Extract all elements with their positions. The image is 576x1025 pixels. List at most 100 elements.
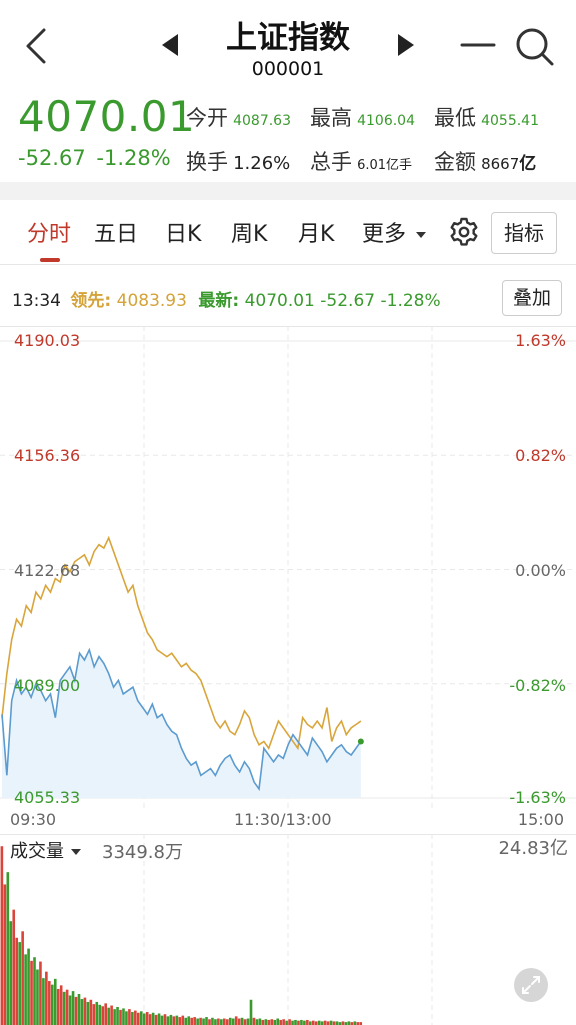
info-lead-value: 4083.93 [116, 291, 187, 311]
tab-monthly-k[interactable]: 月K [298, 222, 335, 247]
volume-bar [110, 1005, 113, 1025]
volume-bar [276, 1018, 280, 1025]
page-title: 上证指数 [226, 20, 350, 56]
volume-bar [107, 1007, 110, 1025]
volume-bar [18, 942, 21, 1025]
stat-open-label: 今开 [186, 106, 228, 130]
volume-bar [181, 1015, 185, 1025]
volume-bar [178, 1017, 182, 1025]
indicator-button[interactable]: 指标 [491, 212, 557, 254]
volume-bar [139, 1011, 143, 1025]
tab-daily-k[interactable]: 日K [165, 222, 202, 247]
stat-open-value: 4087.63 [233, 113, 291, 129]
y-left-tick-1: 4156.36 [14, 446, 81, 465]
stat-low-label: 最低 [434, 106, 476, 130]
volume-bar [184, 1017, 188, 1025]
info-latest-pct: -1.28% [380, 291, 441, 311]
volume-bar [187, 1016, 191, 1025]
stat-turnover: 换手 1.26% [186, 146, 290, 176]
volume-bar [252, 1017, 256, 1025]
overlay-button[interactable]: 叠加 [502, 280, 562, 316]
volume-bar [98, 1004, 102, 1025]
volume-bar [255, 1019, 259, 1025]
x-tick-2: 15:00 [517, 810, 564, 829]
volume-bar [282, 1019, 285, 1025]
volume-bar [95, 1001, 99, 1025]
stat-low-value: 4055.41 [481, 113, 539, 129]
volume-bar [62, 991, 66, 1025]
volume-bar [341, 1021, 345, 1025]
volume-bar [246, 1018, 250, 1025]
back-arrow-icon[interactable] [18, 24, 58, 68]
volume-bar [326, 1021, 330, 1025]
volume-bar [59, 985, 63, 1025]
expand-icon [522, 976, 540, 994]
tab-intraday[interactable]: 分时 [27, 222, 72, 247]
next-stock-icon[interactable] [394, 30, 418, 60]
volume-chart[interactable] [0, 834, 576, 1025]
volume-bar [89, 999, 93, 1025]
gear-icon[interactable] [448, 216, 480, 248]
volume-bar [50, 984, 54, 1025]
volume-bar [350, 1022, 354, 1025]
volume-bar [317, 1020, 321, 1025]
volume-bar [74, 996, 78, 1025]
volume-selector[interactable]: 成交量 [10, 837, 82, 863]
volume-bar [270, 1019, 274, 1025]
volume-bar [24, 954, 27, 1025]
volume-bar [314, 1021, 318, 1025]
volume-bar [172, 1016, 176, 1025]
volume-bar [128, 1009, 131, 1025]
volume-bar [30, 960, 33, 1025]
volume-bar [3, 884, 7, 1025]
volume-bar [134, 1010, 137, 1025]
y-right-tick-0: 1.63% [515, 331, 566, 350]
volume-bar [80, 999, 84, 1025]
volume-bar [347, 1021, 351, 1025]
current-price: 4070.01 [18, 92, 196, 141]
volume-bar [77, 994, 81, 1025]
volume-bar [68, 995, 72, 1025]
volume-bar [86, 1001, 90, 1025]
previous-stock-icon[interactable] [158, 30, 182, 60]
y-left-tick-2: 4122.68 [14, 561, 81, 580]
stat-amount: 金额 8667亿 [434, 146, 536, 176]
minimize-icon[interactable] [458, 30, 498, 60]
volume-bar [243, 1019, 247, 1025]
volume-bar [208, 1019, 211, 1025]
volume-bar [273, 1019, 277, 1025]
tab-more-label: 更多 [362, 222, 407, 247]
volume-bar [131, 1012, 134, 1025]
volume-bar [45, 971, 48, 1025]
tab-weekly-k[interactable]: 周K [231, 222, 268, 247]
volume-bar [294, 1019, 297, 1025]
intraday-price-chart[interactable] [0, 326, 576, 808]
info-latest-label: 最新: [198, 291, 240, 311]
volume-bar [223, 1018, 226, 1025]
volume-bar [285, 1020, 288, 1025]
volume-bar [225, 1019, 229, 1025]
info-lead-label: 领先: [70, 291, 112, 311]
volume-bar [199, 1017, 202, 1025]
volume-bar [6, 872, 10, 1025]
fullscreen-button[interactable] [514, 968, 548, 1002]
y-left-tick-3: 4089.00 [14, 676, 81, 695]
stat-volume-label: 总手 [310, 150, 352, 174]
tab-five-day[interactable]: 五日 [94, 222, 139, 247]
volume-bar [15, 937, 19, 1025]
volume-bar [353, 1021, 357, 1025]
volume-label: 成交量 [10, 841, 64, 862]
volume-current: 3349.8万 [102, 842, 183, 863]
volume-bar [193, 1017, 196, 1025]
current-point-marker [357, 738, 364, 745]
volume-bar [344, 1022, 348, 1025]
info-time: 13:34 [12, 291, 61, 311]
search-icon[interactable] [512, 24, 556, 68]
tab-more[interactable]: 更多 [362, 216, 427, 248]
volume-bar [71, 991, 75, 1025]
volume-bar [306, 1019, 309, 1025]
volume-bar [148, 1014, 152, 1025]
change-value: -52.67 [18, 146, 86, 170]
volume-bar [309, 1021, 312, 1025]
latest-price-line [1, 647, 362, 792]
